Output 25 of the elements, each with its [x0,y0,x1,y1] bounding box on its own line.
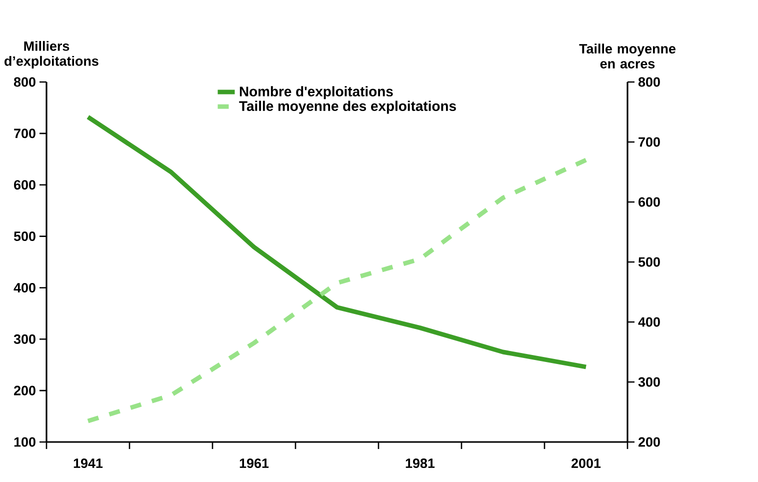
y-tick-label: 800 [14,77,36,87]
line-series [86,158,588,424]
y2-tick-label: 300 [638,377,660,387]
y2-tick-label: 500 [638,257,660,267]
legend-label: Taille moyenne des exploitations [239,100,456,114]
y-axis-title: Milliers d’exploitations [4,41,98,68]
y2-tick-label: 600 [638,197,660,207]
x-tick-label: 1941 [74,458,103,468]
y2-tick-label: 700 [638,137,660,147]
legend-label: Nombre d'exploitations [240,86,393,100]
y-tick-label: 600 [14,180,36,190]
y2-tick-label: 800 [638,77,660,87]
y2-tick-label: 400 [638,317,660,327]
y-tick-label: 200 [14,386,36,396]
x-tick-label: 1961 [240,458,269,468]
x-tick-label: 1981 [406,458,435,468]
y-tick-label: 300 [14,334,36,344]
y-tick-label: 700 [14,128,36,138]
y-tick-label: 400 [14,282,36,292]
y2-axis-title: Taille moyenne en acres [579,44,676,68]
line-series [86,114,588,370]
y2-tick-label: 200 [638,437,660,447]
y-tick-label: 500 [14,232,36,242]
x-tick-label: 2001 [572,458,601,468]
y-tick-label: 100 [14,437,36,447]
